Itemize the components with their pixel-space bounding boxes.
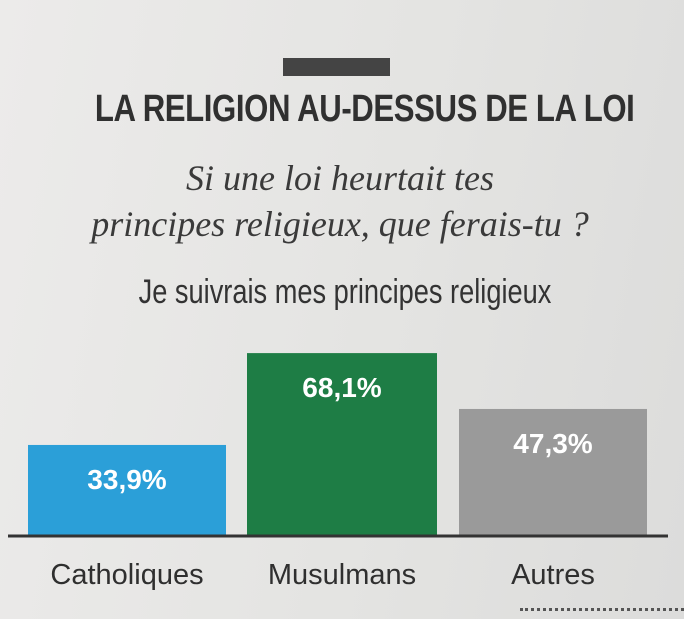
bar-chart: 33,9% Catholiques 68,1% Musulmans 47,3% Autre… [8,353,668,591]
category-label-autres: Autres [511,559,595,591]
survey-question: Si une loi heurtait tes principes religi… [40,155,640,247]
bar-musulmans [247,353,437,536]
decorative-header-bar [283,58,390,76]
category-label-catholiques: Catholiques [50,559,203,591]
answer-label: Je suivrais mes principes religieux [138,273,552,311]
bar-autres [459,408,647,536]
dotted-separator [520,608,684,611]
bar-catholiques [28,444,226,536]
value-label-autres: 47,3% [513,428,592,459]
value-label-catholiques: 33,9% [87,464,166,495]
category-label-musulmans: Musulmans [268,559,416,591]
question-line-1: Si une loi heurtait tes [186,158,494,198]
value-label-musulmans: 68,1% [302,372,381,403]
question-line-2: principes religieux, que ferais-tu ? [91,204,589,244]
chart-title: LA RELIGION AU-DESSUS DE LA LOI [94,88,635,130]
